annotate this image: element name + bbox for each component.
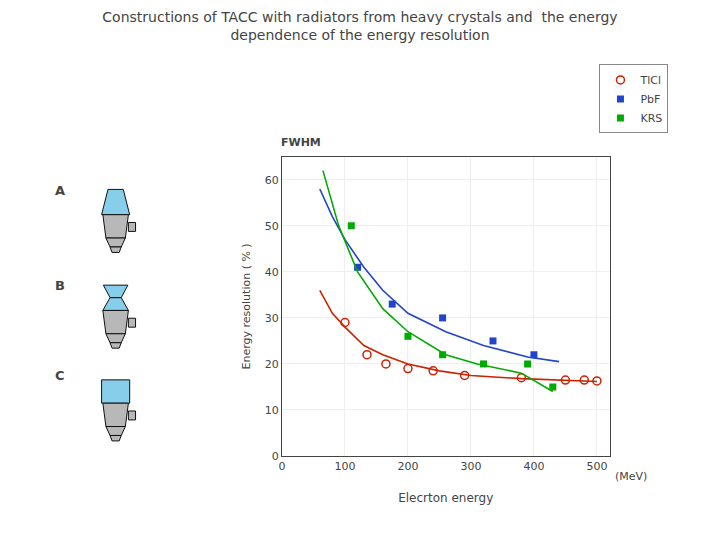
svg-text:20: 20 — [265, 358, 279, 371]
svg-text:40: 40 — [265, 266, 279, 279]
svg-text:10: 10 — [265, 404, 279, 417]
svg-text:0: 0 — [279, 460, 286, 473]
svg-text:50: 50 — [265, 220, 279, 233]
svg-text:A: A — [55, 183, 65, 198]
svg-text:300: 300 — [460, 460, 481, 473]
svg-text:0: 0 — [272, 450, 279, 463]
svg-text:100: 100 — [334, 460, 355, 473]
svg-text:200: 200 — [397, 460, 418, 473]
svg-text:Elecrton energy: Elecrton energy — [398, 491, 493, 505]
svg-text:B: B — [55, 278, 65, 293]
svg-text:Energy resolution ( % ): Energy resolution ( % ) — [240, 243, 253, 369]
svg-text:TlCl: TlCl — [639, 74, 661, 87]
svg-text:500: 500 — [586, 460, 607, 473]
svg-text:FWHM: FWHM — [281, 136, 321, 149]
svg-text:PbF: PbF — [640, 93, 660, 106]
svg-text:30: 30 — [265, 312, 279, 325]
svg-text:KRS: KRS — [640, 112, 662, 125]
svg-text:Constructions of TACC with rad: Constructions of TACC with radiators fro… — [102, 9, 617, 43]
svg-text:C: C — [55, 368, 65, 383]
svg-text:400: 400 — [523, 460, 544, 473]
svg-text:60: 60 — [265, 174, 279, 187]
svg-text:(MeV): (MeV) — [615, 470, 647, 483]
